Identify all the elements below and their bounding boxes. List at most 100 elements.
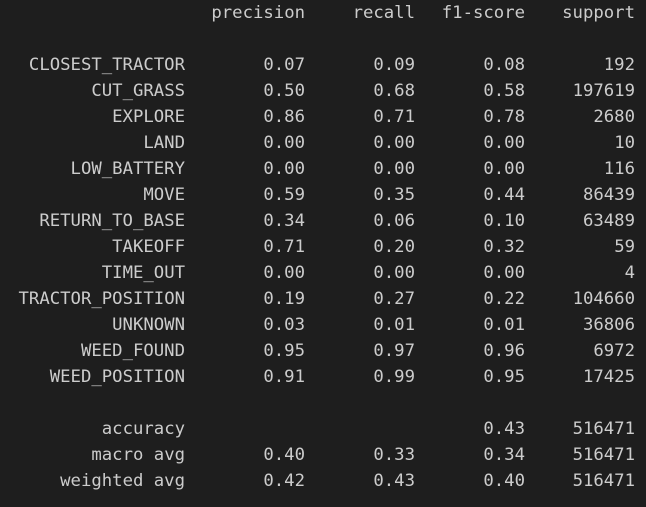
header-support: support <box>562 3 635 23</box>
f1-score-value: 0.40 <box>483 471 525 491</box>
precision-value: 0.86 <box>263 107 305 127</box>
precision-value: 0.71 <box>263 237 305 257</box>
f1-score-value: 0.34 <box>483 445 525 465</box>
class-row: RETURN_TO_BASE 0.34 0.06 0.10 63489 <box>0 208 646 234</box>
summary-row: macro avg 0.40 0.33 0.34 516471 <box>0 442 646 468</box>
class-row: MOVE 0.59 0.35 0.44 86439 <box>0 182 646 208</box>
support-value: 17425 <box>582 367 635 387</box>
f1-score-value: 0.44 <box>483 185 525 205</box>
row-label: CUT_GRASS <box>91 81 185 101</box>
f1-score-value: 0.43 <box>483 419 525 439</box>
row-label: macro avg <box>91 445 185 465</box>
precision-value: 0.95 <box>263 341 305 361</box>
support-value: 197619 <box>572 81 635 101</box>
recall-value: 0.97 <box>373 341 415 361</box>
class-row: EXPLORE 0.86 0.71 0.78 2680 <box>0 104 646 130</box>
header-recall: recall <box>352 3 415 23</box>
f1-score-value: 0.32 <box>483 237 525 257</box>
class-row: TIME_OUT 0.00 0.00 0.00 4 <box>0 260 646 286</box>
class-row: TRACTOR_POSITION 0.19 0.27 0.22 104660 <box>0 286 646 312</box>
recall-value: 0.33 <box>373 445 415 465</box>
support-value: 63489 <box>582 211 635 231</box>
recall-value: 0.01 <box>373 315 415 335</box>
support-value: 516471 <box>572 419 635 439</box>
support-value: 4 <box>624 263 635 283</box>
precision-value: 0.03 <box>263 315 305 335</box>
precision-value: 0.19 <box>263 289 305 309</box>
row-label: WEED_FOUND <box>80 341 185 361</box>
row-label: TRACTOR_POSITION <box>18 289 185 309</box>
f1-score-value: 0.01 <box>483 315 525 335</box>
class-row: CLOSEST_TRACTOR 0.07 0.09 0.08 192 <box>0 52 646 78</box>
class-row: TAKEOFF 0.71 0.20 0.32 59 <box>0 234 646 260</box>
header-precision: precision <box>211 3 305 23</box>
f1-score-value: 0.00 <box>483 133 525 153</box>
recall-value: 0.27 <box>373 289 415 309</box>
recall-value: 0.09 <box>373 55 415 75</box>
f1-score-value: 0.58 <box>483 81 525 101</box>
precision-value: 0.00 <box>263 133 305 153</box>
recall-value: 0.68 <box>373 81 415 101</box>
support-value: 516471 <box>572 445 635 465</box>
support-value: 6972 <box>593 341 635 361</box>
row-label: LAND <box>143 133 185 153</box>
precision-value: 0.00 <box>263 159 305 179</box>
support-value: 86439 <box>582 185 635 205</box>
precision-value: 0.42 <box>263 471 305 491</box>
row-label: TAKEOFF <box>112 237 185 257</box>
recall-value: 0.35 <box>373 185 415 205</box>
row-label: WEED_POSITION <box>49 367 185 387</box>
header-f1-score: f1-score <box>441 3 525 23</box>
recall-value: 0.00 <box>373 133 415 153</box>
support-value: 516471 <box>572 471 635 491</box>
f1-score-value: 0.00 <box>483 263 525 283</box>
f1-score-value: 0.10 <box>483 211 525 231</box>
f1-score-value: 0.00 <box>483 159 525 179</box>
recall-value: 0.00 <box>373 159 415 179</box>
class-row: CUT_GRASS 0.50 0.68 0.58 197619 <box>0 78 646 104</box>
report-header-row: precision recall f1-score support <box>0 0 646 26</box>
f1-score-value: 0.08 <box>483 55 525 75</box>
recall-value: 0.43 <box>373 471 415 491</box>
class-row: LAND 0.00 0.00 0.00 10 <box>0 130 646 156</box>
recall-value: 0.99 <box>373 367 415 387</box>
row-label: TIME_OUT <box>101 263 185 283</box>
precision-value: 0.07 <box>263 55 305 75</box>
support-value: 59 <box>614 237 635 257</box>
row-label: CLOSEST_TRACTOR <box>28 55 185 75</box>
class-row: UNKNOWN 0.03 0.01 0.01 36806 <box>0 312 646 338</box>
precision-value: 0.00 <box>263 263 305 283</box>
class-row: WEED_POSITION 0.91 0.99 0.95 17425 <box>0 364 646 390</box>
support-value: 2680 <box>593 107 635 127</box>
summary-row: accuracy 0.43 516471 <box>0 416 646 442</box>
recall-value: 0.71 <box>373 107 415 127</box>
precision-value: 0.40 <box>263 445 305 465</box>
class-row: LOW_BATTERY 0.00 0.00 0.00 116 <box>0 156 646 182</box>
row-label: MOVE <box>143 185 185 205</box>
row-label: EXPLORE <box>112 107 185 127</box>
support-value: 104660 <box>572 289 635 309</box>
f1-score-value: 0.95 <box>483 367 525 387</box>
support-value: 10 <box>614 133 635 153</box>
support-value: 192 <box>603 55 635 75</box>
support-value: 116 <box>603 159 635 179</box>
recall-value: 0.06 <box>373 211 415 231</box>
precision-value: 0.59 <box>263 185 305 205</box>
precision-value: 0.50 <box>263 81 305 101</box>
row-label: weighted avg <box>60 471 185 491</box>
row-label: UNKNOWN <box>112 315 185 335</box>
recall-value: 0.00 <box>373 263 415 283</box>
row-label: RETURN_TO_BASE <box>39 211 185 231</box>
f1-score-value: 0.96 <box>483 341 525 361</box>
precision-value: 0.34 <box>263 211 305 231</box>
row-label: LOW_BATTERY <box>70 159 185 179</box>
summary-row: weighted avg 0.42 0.43 0.40 516471 <box>0 468 646 494</box>
precision-value: 0.91 <box>263 367 305 387</box>
class-row: WEED_FOUND 0.95 0.97 0.96 6972 <box>0 338 646 364</box>
f1-score-value: 0.22 <box>483 289 525 309</box>
recall-value: 0.20 <box>373 237 415 257</box>
row-label: accuracy <box>101 419 185 439</box>
f1-score-value: 0.78 <box>483 107 525 127</box>
support-value: 36806 <box>582 315 635 335</box>
